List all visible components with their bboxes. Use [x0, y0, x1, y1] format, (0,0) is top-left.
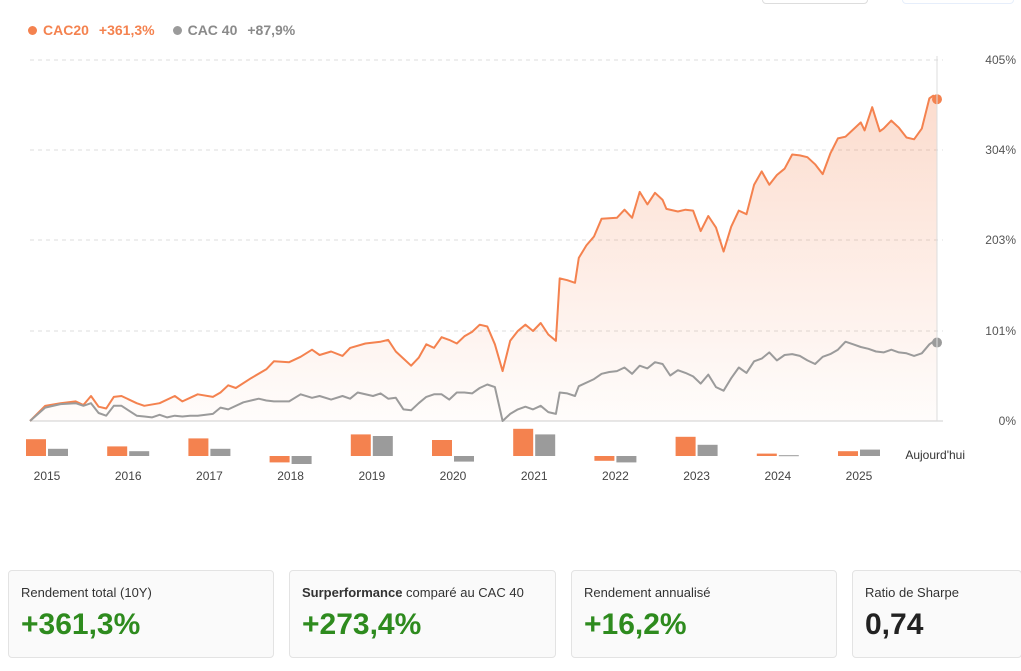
card-annualized-return: Rendement annualisé +16,2% [571, 570, 837, 658]
y-tick-label: 203% [985, 233, 1016, 247]
annual-bar-cac40 [129, 451, 150, 456]
y-tick-label: 304% [985, 143, 1016, 157]
annual-bar-cac20 [675, 436, 696, 456]
chart-legend: CAC20 +361,3% CAC 40 +87,9% [28, 22, 295, 38]
card-outperformance: Surperformance comparé au CAC 40 +273,4% [289, 570, 556, 658]
annual-bar-cac20 [269, 456, 290, 463]
legend-cac20-value: +361,3% [98, 22, 155, 38]
series-line-cac20 [29, 94, 938, 422]
card-sharpe-ratio-value: 0,74 [865, 608, 924, 641]
y-tick-label: 0% [999, 414, 1017, 428]
series-line-cac40 [29, 340, 938, 422]
y-tick-label: 405% [985, 53, 1016, 67]
annual-bar-cac40 [454, 456, 474, 462]
legend-item-cac20[interactable]: CAC20 +361,3% [28, 22, 155, 38]
card-total-return-label: Rendement total (10Y) [21, 585, 152, 600]
annual-bar-cac40 [616, 456, 637, 463]
card-sharpe-ratio: Ratio de Sharpe 0,74 [852, 570, 1021, 658]
card-annualized-return-value: +16,2% [584, 608, 687, 641]
legend-cac40-value: +87,9% [247, 22, 296, 38]
annual-bar-cac20 [838, 451, 858, 456]
performance-chart: 405% 304% 203% 101% 0% 2015 2016 2017 2018 2019 2… [26, 53, 1017, 483]
cac40-dot-icon [172, 25, 182, 35]
y-tick-label: 101% [985, 324, 1016, 338]
annual-bar-cac20 [350, 434, 371, 456]
x-year-label: 2021 [521, 469, 548, 483]
annual-bar-cac20 [107, 446, 128, 456]
card-outperformance-value: +273,4% [302, 608, 422, 641]
legend-cac20-name: CAC20 [43, 22, 89, 38]
annual-bar-cac20 [513, 428, 534, 456]
cac20-dot-icon [28, 25, 37, 35]
annual-bar-cac20 [594, 456, 615, 461]
x-year-label: 2016 [115, 469, 142, 483]
x-year-label: 2023 [683, 469, 710, 483]
annual-bar-cac40 [535, 434, 556, 456]
today-label: Aujourd'hui [905, 448, 965, 462]
annual-bar-cac40 [697, 444, 718, 456]
annual-bar-cac40 [778, 455, 799, 457]
x-year-label: 2022 [602, 469, 629, 483]
annual-bar-cac40 [48, 448, 68, 456]
summary-cards: Rendement total (10Y) +361,3% Surperform… [8, 570, 1021, 660]
card-outperformance-label: Surperformance comparé au CAC 40 [302, 585, 524, 600]
x-year-label: 2020 [440, 469, 467, 483]
x-year-label: 2017 [196, 469, 223, 483]
legend-cac40-name: CAC 40 [187, 22, 238, 38]
x-year-label: 2015 [34, 469, 61, 483]
annual-bar-cac20 [432, 440, 452, 456]
annual-bar-cac40 [210, 448, 231, 456]
legend-item-cac40[interactable]: CAC 40 +87,9% [172, 22, 296, 38]
x-year-label: 2024 [764, 469, 791, 483]
annual-bar-cac40 [860, 449, 880, 456]
annual-bar-cac40 [291, 456, 312, 464]
card-total-return-value: +361,3% [21, 608, 141, 641]
annual-bar-cac20 [188, 438, 209, 456]
annual-bar-cac20 [756, 453, 777, 456]
card-sharpe-ratio-label: Ratio de Sharpe [865, 585, 959, 600]
x-year-label: 2018 [277, 469, 304, 483]
card-annualized-return-label: Rendement annualisé [584, 585, 711, 600]
cac20-area [30, 95, 937, 421]
x-year-label: 2025 [846, 469, 873, 483]
annual-bar-cac40 [372, 436, 393, 456]
card-total-return: Rendement total (10Y) +361,3% [8, 570, 274, 658]
x-year-label: 2019 [358, 469, 385, 483]
annual-bar-cac20 [26, 439, 46, 456]
